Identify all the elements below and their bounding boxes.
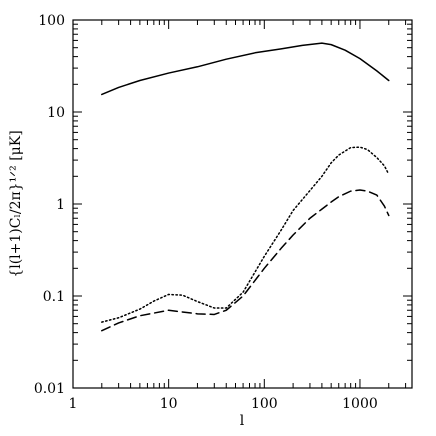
y-tick-label: 100 <box>38 13 65 29</box>
plot-frame <box>72 19 413 389</box>
x-tick-label: 1 <box>69 396 78 412</box>
y-tick-label: 10 <box>47 105 65 121</box>
series-layer <box>101 42 390 332</box>
x-tick-label: 10 <box>160 396 178 412</box>
x-tick-label: 100 <box>251 396 278 412</box>
series-line-dashed <box>101 189 390 332</box>
series-line-dotted <box>101 146 390 323</box>
y-axis-label: {l(l+1)Cₗ/2π}¹ᐟ² [μK] <box>8 130 24 277</box>
y-tick-label: 0.1 <box>43 289 65 305</box>
axis-tick-labels: 1 10 100 1000 0.01 0.1 1 10 100 <box>34 13 378 412</box>
x-axis-label: l <box>240 413 245 429</box>
y-tick-label: 0.01 <box>34 381 65 397</box>
x-tick-label: 1000 <box>342 396 378 412</box>
y-tick-label: 1 <box>56 197 65 213</box>
series-line-solid <box>101 42 390 96</box>
axis-ticks <box>72 19 412 389</box>
